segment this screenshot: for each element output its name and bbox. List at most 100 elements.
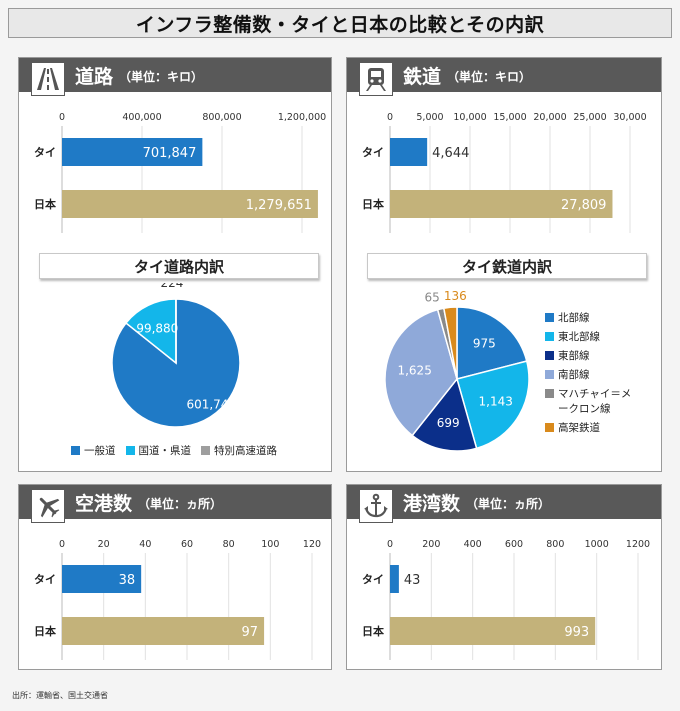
port-title: 港湾数 [403, 492, 461, 515]
legend-swatch [545, 332, 554, 341]
pie-slice [456, 306, 528, 380]
legend-item: 東北部線 [545, 329, 655, 344]
x-tick-label: 0 [59, 112, 65, 123]
legend-swatch [125, 446, 135, 455]
road-pie-legend: 一般道 国道・県道 特別高速道路 [71, 443, 277, 458]
x-tick-label: 200 [422, 539, 440, 550]
pie-value-label: 1,625 [397, 363, 431, 377]
legend-label: 一般道 [84, 445, 116, 457]
x-tick-label: 40 [139, 539, 151, 550]
legend-label: 東部線 [558, 350, 590, 362]
legend-label: マハチャイ＝メークロン線 [558, 388, 632, 415]
x-tick-label: 20 [98, 539, 110, 550]
japan-bar [390, 617, 596, 645]
category-label: タイ [34, 146, 56, 159]
pie-value-label: 136 [444, 289, 467, 303]
pie-slice [456, 360, 530, 450]
airport-title: 空港数 [75, 492, 133, 515]
legend-label: 南部線 [558, 369, 590, 381]
x-tick-label: 30,000 [613, 112, 646, 123]
x-tick-label: 1000 [585, 539, 609, 550]
pie-value-label: 99,880 [136, 321, 178, 335]
thai-bar [390, 565, 399, 593]
road-pie-title: タイ道路内訳 [39, 253, 319, 279]
x-tick-label: 15,000 [493, 112, 526, 123]
train-icon [359, 62, 393, 96]
airplane-icon [31, 489, 65, 523]
category-label: タイ [362, 146, 384, 159]
page-title: インフラ整備数・タイと日本の比較とその内訳 [135, 13, 545, 36]
legend-label: 高架鉄道 [558, 422, 600, 434]
bar-value-label: 97 [242, 625, 259, 640]
legend-item: 特別高速道路 [201, 443, 277, 458]
legend-swatch [71, 446, 80, 455]
pie-value-label: 975 [473, 337, 496, 351]
port-bar-chart: 0 200 400 600 800 1000 1200 タイ 43 日本 993 [362, 539, 650, 660]
pie-value-label: 1,143 [479, 394, 513, 408]
thai-bar [390, 138, 428, 166]
bar-value-label: 993 [564, 625, 589, 640]
bar-value-label: 38 [119, 573, 136, 588]
x-tick-label: 80 [223, 539, 235, 550]
legend-item: 国道・県道 [125, 443, 192, 458]
legend-label: 特別高速道路 [214, 445, 277, 457]
category-label: 日本 [34, 197, 56, 211]
rail-unit: （単位：キロ） [447, 70, 532, 84]
page-title-bar: インフラ整備数・タイと日本の比較とその内訳 [8, 8, 672, 38]
category-label: タイ [362, 573, 384, 586]
port-unit: （単位：ヵ所） [466, 497, 551, 511]
legend-label: 国道・県道 [138, 445, 192, 457]
x-tick-label: 1200 [626, 539, 650, 550]
pie-slice [124, 298, 177, 365]
legend-swatch [545, 351, 554, 360]
pie-slice [384, 308, 458, 437]
legend-swatch [545, 313, 554, 322]
road-panel-header: 道路 （単位：キロ） [19, 58, 331, 96]
x-tick-label: 100 [261, 539, 279, 550]
legend-swatch [545, 423, 554, 432]
pie-slice [411, 377, 478, 452]
airport-bar-chart: 0 20 40 60 80 100 120 タイ 38 日本 97 [34, 539, 321, 660]
bar-value-label: 27,809 [561, 198, 607, 213]
japan-bar [62, 190, 318, 218]
anchor-icon [359, 489, 393, 523]
legend-item: 北部線 [545, 310, 655, 325]
rail-pie-title: タイ鉄道内訳 [367, 253, 647, 279]
legend-item: マハチャイ＝メークロン線 [545, 386, 655, 416]
x-tick-label: 400,000 [122, 112, 161, 123]
legend-item: 南部線 [545, 367, 655, 382]
x-tick-label: 20,000 [533, 112, 566, 123]
legend-swatch [201, 446, 210, 455]
road-pie-chart: 601,741 99,880 224 [111, 283, 241, 428]
port-panel: 港湾数 （単位：ヵ所） 0 200 400 600 800 1000 1200 タイ 43 日本 9… [346, 484, 662, 670]
source-note: 出所：運輸省、国土交通省 [12, 691, 108, 700]
port-panel-header: 港湾数 （単位：ヵ所） [347, 485, 661, 523]
legend-swatch [545, 389, 554, 398]
x-tick-label: 600 [505, 539, 523, 550]
road-panel: 道路 （単位：キロ） 0 400,000 800,000 1,200,000 タイ 701… [18, 57, 332, 472]
legend-item: 一般道 [71, 443, 116, 458]
category-label: 日本 [34, 624, 56, 638]
x-tick-label: 10,000 [453, 112, 486, 123]
x-tick-label: 0 [59, 539, 65, 550]
rail-panel: 鉄道 （単位：キロ） 0 5,000 10,000 15,000 20,000 25,00… [346, 57, 662, 472]
rail-panel-header: 鉄道 （単位：キロ） [347, 58, 661, 96]
x-tick-label: 25,000 [573, 112, 606, 123]
pie-value-label: 601,741 [186, 398, 236, 412]
bar-value-label: 701,847 [143, 146, 197, 161]
x-tick-label: 60 [181, 539, 193, 550]
rail-pie-chart: 975 1,143 699 1,625 65 136 [384, 289, 530, 452]
category-label: 日本 [362, 197, 384, 211]
x-tick-label: 0 [387, 112, 393, 123]
bar-value-label: 43 [404, 573, 421, 588]
road-title: 道路 [75, 65, 114, 88]
pie-slice [442, 306, 458, 380]
pie-value-label: 65 [424, 291, 439, 305]
thai-bar [62, 565, 142, 593]
thai-bar [62, 138, 203, 166]
japan-bar [390, 190, 613, 218]
x-tick-label: 1,200,000 [278, 112, 326, 123]
rail-pie-legend: 北部線東北部線東部線南部線マハチャイ＝メークロン線高架鉄道 [545, 310, 655, 439]
x-tick-label: 800,000 [202, 112, 241, 123]
legend-item: 高架鉄道 [545, 420, 655, 435]
